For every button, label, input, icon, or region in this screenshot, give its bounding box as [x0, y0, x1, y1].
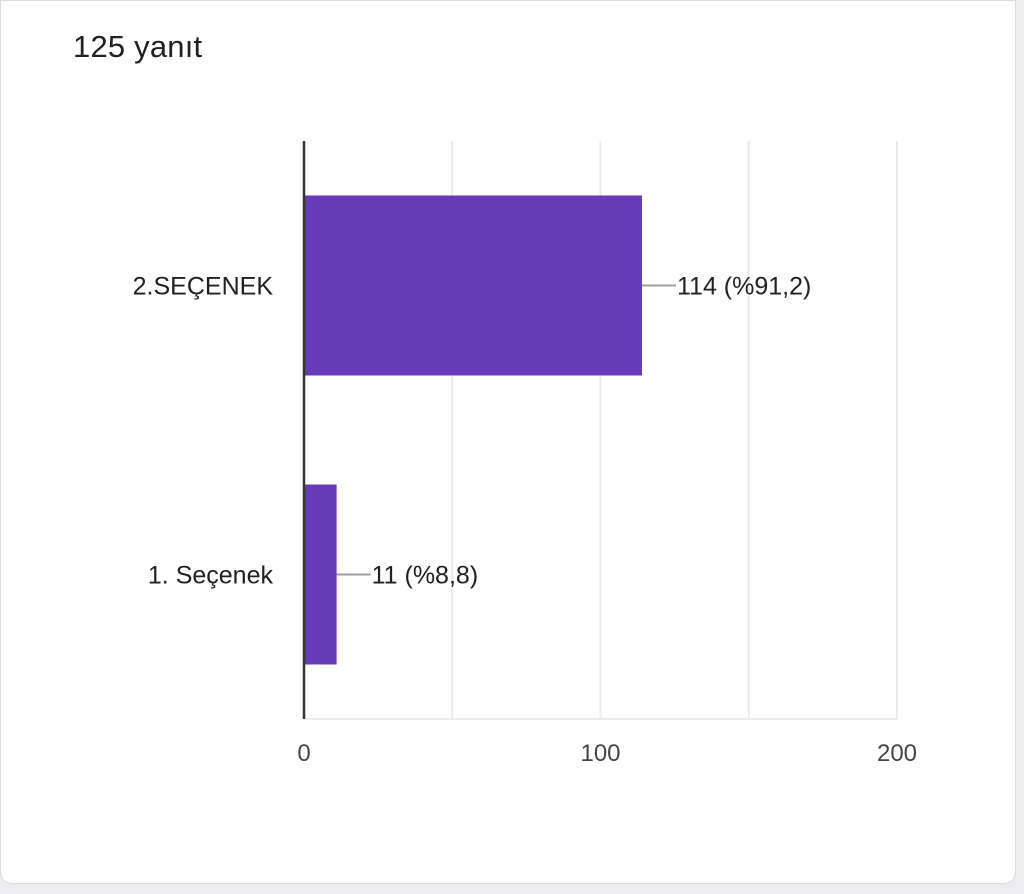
- x-tick-label: 100: [580, 740, 620, 767]
- bar: [304, 195, 643, 376]
- category-label: 2.SEÇENEK: [133, 273, 274, 301]
- category-label: 1. Seçenek: [148, 562, 274, 590]
- data-label: 114 (%91,2): [677, 273, 811, 301]
- x-tick-label: 0: [297, 740, 310, 767]
- response-count: 125 yanıt: [73, 29, 203, 64]
- x-tick-label: 200: [877, 740, 917, 767]
- bar: [304, 484, 337, 665]
- data-label: 11 (%8,8): [372, 562, 479, 590]
